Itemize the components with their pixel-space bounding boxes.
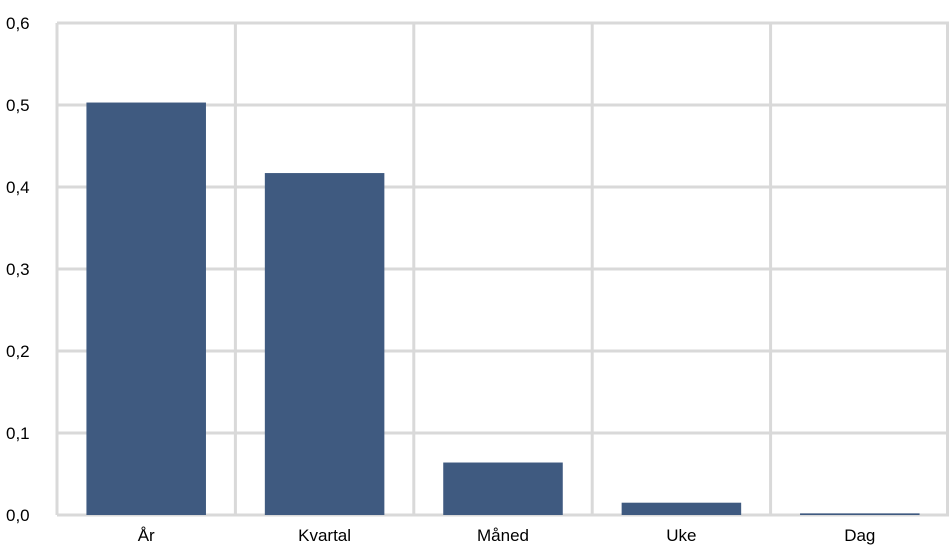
x-tick-label: Måned [477,526,529,545]
y-axis-ticks: 0,0 0,1 0,2 0,3 0,4 0,5 0,6 [6,14,30,525]
bar [621,502,742,515]
y-tick-label: 0,6 [6,14,30,33]
bar [800,513,920,515]
bars [86,102,920,515]
x-tick-label: Kvartal [298,526,351,545]
bar [86,102,206,515]
x-tick-label: År [138,526,155,545]
y-tick-label: 0,2 [6,342,30,361]
bar [443,462,563,515]
y-tick-label: 0,0 [6,506,30,525]
y-tick-label: 0,4 [6,178,30,197]
x-tick-label: Dag [844,526,875,545]
y-tick-label: 0,1 [6,424,30,443]
y-tick-label: 0,3 [6,260,30,279]
y-tick-label: 0,5 [6,96,30,115]
x-tick-label: Uke [666,526,696,545]
bar [264,173,385,515]
x-axis-ticks: År Kvartal Måned Uke Dag [138,526,876,545]
